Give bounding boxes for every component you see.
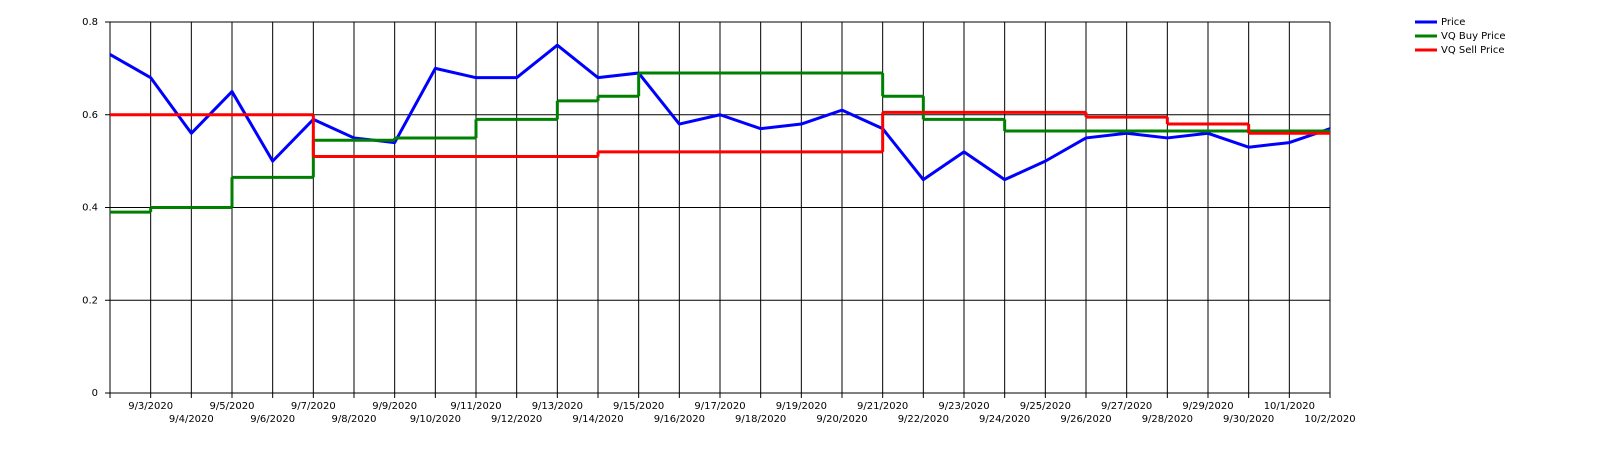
x-tick-label: 9/3/2020 xyxy=(128,401,173,412)
x-tick-label: 9/6/2020 xyxy=(250,414,295,425)
x-tick-label: 10/1/2020 xyxy=(1264,401,1315,412)
x-tick-label: 9/4/2020 xyxy=(169,414,214,425)
x-tick-label: 9/24/2020 xyxy=(979,414,1030,425)
x-tick-label: 9/23/2020 xyxy=(938,401,989,412)
x-tick-label: 9/27/2020 xyxy=(1101,401,1152,412)
legend-label: VQ Sell Price xyxy=(1441,45,1505,56)
y-tick-label: 0.6 xyxy=(82,110,98,121)
x-tick-label: 9/11/2020 xyxy=(450,401,501,412)
x-tick-label: 9/18/2020 xyxy=(735,414,786,425)
x-tick-label: 9/5/2020 xyxy=(210,401,255,412)
x-tick-label: 9/26/2020 xyxy=(1060,414,1111,425)
y-tick-label: 0 xyxy=(92,388,98,399)
y-tick-label: 0.8 xyxy=(82,17,98,28)
x-tick-label: 9/17/2020 xyxy=(694,401,745,412)
y-tick-label: 0.2 xyxy=(82,295,98,306)
x-tick-label: 9/8/2020 xyxy=(332,414,377,425)
x-tick-label: 10/2/2020 xyxy=(1304,414,1355,425)
x-tick-label: 9/30/2020 xyxy=(1223,414,1274,425)
x-tick-label: 9/12/2020 xyxy=(491,414,542,425)
x-tick-label: 9/15/2020 xyxy=(613,401,664,412)
y-tick-label: 0.4 xyxy=(82,203,98,214)
x-tick-label: 9/9/2020 xyxy=(372,401,417,412)
x-tick-label: 9/13/2020 xyxy=(532,401,583,412)
x-tick-label: 9/29/2020 xyxy=(1182,401,1233,412)
x-tick-label: 9/28/2020 xyxy=(1142,414,1193,425)
x-tick-label: 9/19/2020 xyxy=(776,401,827,412)
x-tick-label: 9/10/2020 xyxy=(410,414,461,425)
x-tick-label: 9/7/2020 xyxy=(291,401,336,412)
x-tick-label: 9/16/2020 xyxy=(654,414,705,425)
x-tick-label: 9/20/2020 xyxy=(816,414,867,425)
legend-label: Price xyxy=(1441,17,1465,28)
x-tick-label: 9/22/2020 xyxy=(898,414,949,425)
x-tick-label: 9/25/2020 xyxy=(1020,401,1071,412)
x-tick-label: 9/21/2020 xyxy=(857,401,908,412)
legend-label: VQ Buy Price xyxy=(1441,31,1506,42)
x-tick-label: 9/14/2020 xyxy=(572,414,623,425)
